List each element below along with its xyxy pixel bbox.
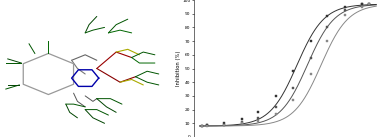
Y-axis label: Inhibition (%): Inhibition (%) (176, 51, 181, 86)
